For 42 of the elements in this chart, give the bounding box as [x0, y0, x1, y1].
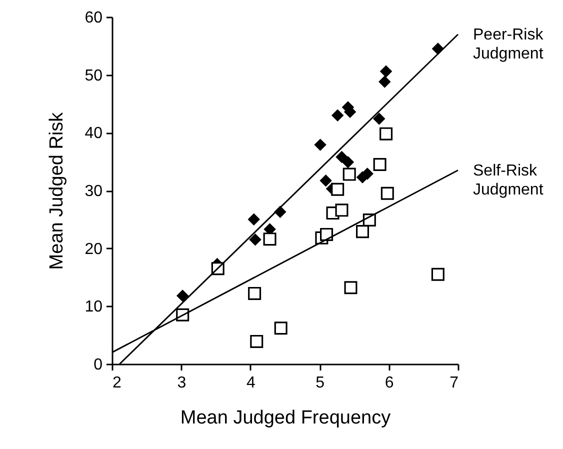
point [248, 286, 262, 300]
x-tick-label: 5 [316, 374, 325, 392]
point [314, 138, 326, 151]
y-tick-label: 30 [84, 183, 103, 200]
x-tick-label: 6 [384, 374, 394, 392]
point [250, 334, 264, 348]
x-tick-label: 7 [450, 374, 459, 392]
point [248, 213, 260, 226]
point [331, 109, 344, 122]
point [176, 290, 189, 302]
x-axis-title: Mean Judged Frequency [180, 408, 392, 428]
point [372, 112, 386, 125]
y-tick-label: 50 [84, 67, 103, 84]
point [336, 150, 348, 164]
point [380, 65, 392, 78]
y-tick-label: 40 [84, 125, 103, 142]
point [431, 268, 444, 281]
y-tick-label: 20 [84, 240, 103, 258]
point [274, 322, 288, 335]
series-label: Peer-Risk Judgment [473, 26, 544, 62]
point [356, 225, 370, 238]
point [320, 174, 332, 187]
y-tick-label: 60 [84, 10, 103, 26]
point [263, 232, 276, 246]
x-tick-label: 2 [112, 374, 122, 392]
point [373, 158, 386, 171]
point [331, 182, 344, 196]
point [320, 228, 334, 241]
y-axis-title: Mean Judged Risk [46, 112, 68, 270]
x-tick-label: 3 [177, 374, 186, 392]
point [380, 127, 393, 140]
point [342, 156, 354, 168]
point [335, 204, 348, 217]
y-tick-label: 0 [94, 356, 103, 374]
series-label: Self-Risk Judgment [473, 162, 544, 198]
point [342, 168, 356, 181]
point [344, 281, 358, 294]
point [378, 76, 391, 88]
x-tick-label: 4 [246, 374, 256, 392]
y-tick-label: 10 [84, 298, 103, 316]
point [380, 186, 394, 200]
point [249, 234, 262, 246]
